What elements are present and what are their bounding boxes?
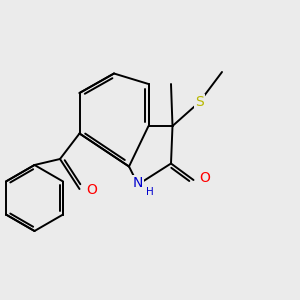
Text: O: O bbox=[200, 172, 210, 185]
Text: S: S bbox=[195, 95, 204, 109]
Text: O: O bbox=[86, 184, 97, 197]
Text: H: H bbox=[146, 187, 153, 197]
Text: N: N bbox=[133, 176, 143, 190]
